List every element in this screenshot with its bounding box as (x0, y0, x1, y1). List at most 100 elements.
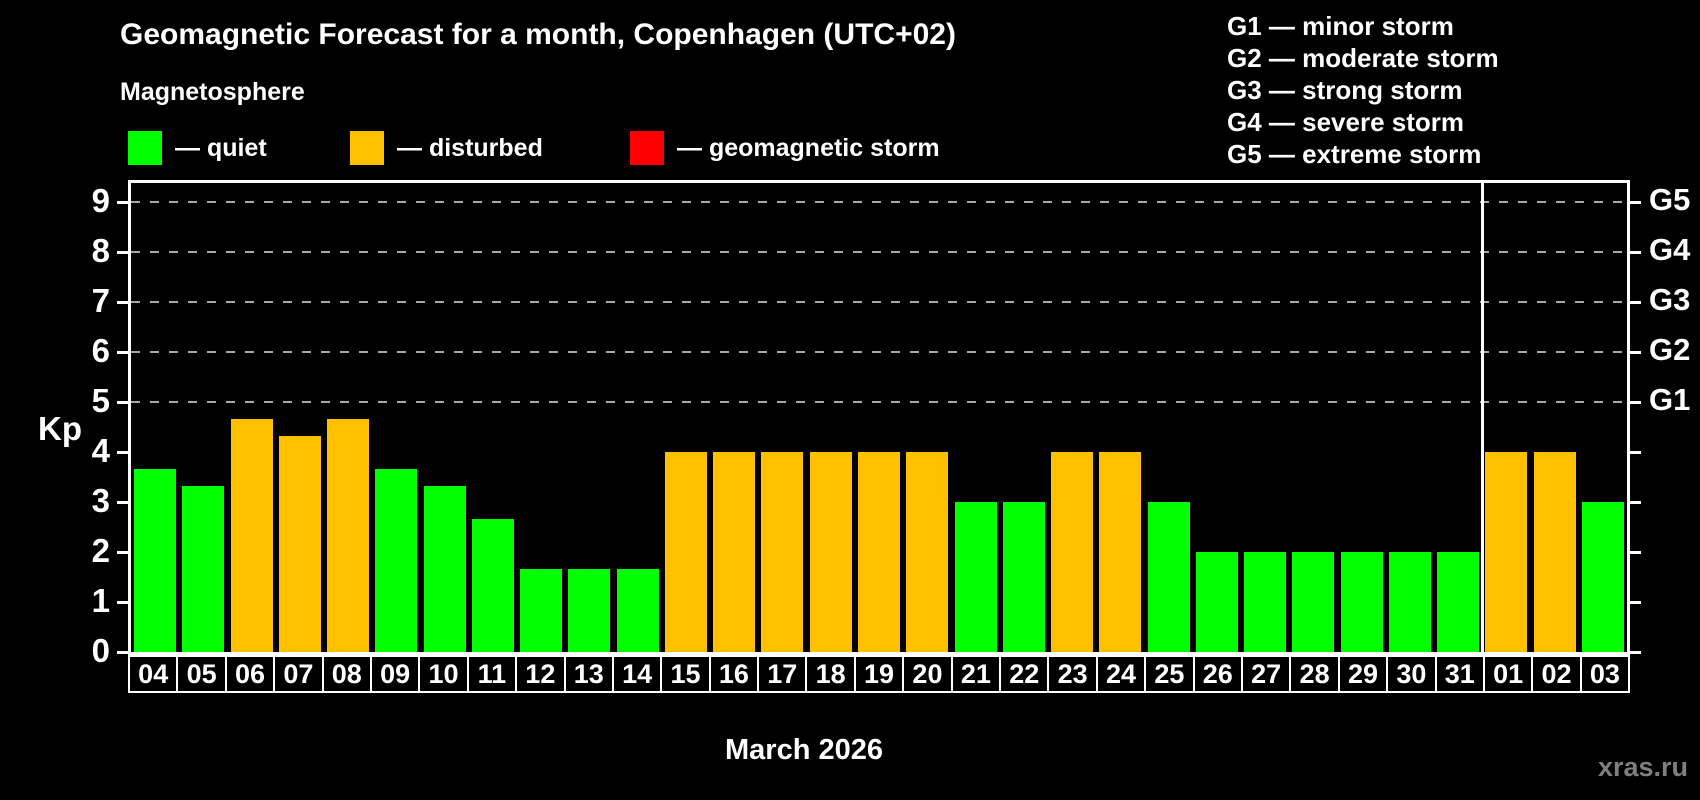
day-cell-10: 10 (418, 655, 469, 693)
y-axis-tick-left-8 (117, 250, 131, 254)
day-cell-31: 31 (1434, 655, 1485, 693)
bar-day-20 (906, 452, 949, 652)
bar-day-07 (278, 435, 321, 652)
bar-day-22 (1002, 502, 1045, 652)
bar-day-13 (568, 568, 611, 652)
right-axis-label-g5: G5 (1649, 182, 1691, 217)
legend-label-storm: — geomagnetic storm (677, 133, 940, 162)
y-axis-tick-label-6: 6 (91, 332, 110, 369)
month-separator-line (1480, 183, 1484, 652)
y-axis-tick-left-9 (117, 200, 131, 204)
bar-day-12 (520, 568, 563, 652)
y-axis-tick-left-5 (117, 400, 131, 404)
y-axis-tick-label-5: 5 (91, 382, 110, 419)
y-axis-tick-left-7 (117, 300, 131, 304)
bar-day-10 (423, 485, 466, 652)
y-axis-tick-label-9: 9 (91, 182, 110, 219)
day-cell-03: 03 (1579, 655, 1631, 693)
g-legend-line-4: G4 — severe storm (1227, 107, 1465, 137)
g-legend-line-5: G5 — extreme storm (1227, 139, 1482, 169)
watermark: xras.ru (1597, 752, 1688, 782)
bar-day-25 (1147, 502, 1190, 652)
day-cell-06: 06 (224, 655, 276, 693)
bar-day-21 (954, 502, 997, 652)
y-axis-tick-label-1: 1 (91, 582, 110, 619)
bar-day-02 (1533, 452, 1576, 652)
gridline-kp-7 (131, 301, 1627, 303)
g-legend-line-2: G2 — moderate storm (1227, 43, 1499, 73)
day-cell-20: 20 (902, 655, 953, 693)
day-cell-02: 02 (1531, 655, 1582, 693)
right-axis-tick-5 (1627, 400, 1641, 404)
day-cell-04: 04 (128, 655, 179, 693)
right-axis-tick-3 (1627, 500, 1641, 504)
bar-day-15 (664, 452, 707, 652)
right-axis-tick-8 (1627, 250, 1641, 254)
right-axis-label-g2: G2 (1649, 332, 1691, 367)
right-axis-tick-6 (1627, 350, 1641, 354)
legend-item-disturbed: — disturbed (350, 130, 543, 166)
bar-day-23 (1051, 452, 1094, 652)
day-cell-19: 19 (853, 655, 905, 693)
day-cell-27: 27 (1240, 655, 1292, 693)
bar-day-17 (761, 452, 804, 652)
y-axis-tick-label-3: 3 (91, 482, 110, 519)
y-axis-tick-left-2 (117, 550, 131, 554)
y-axis-tick-left-4 (117, 450, 131, 454)
right-axis-tick-1 (1627, 600, 1641, 604)
right-axis-tick-4 (1627, 450, 1641, 454)
legend-label-disturbed: — disturbed (397, 133, 543, 162)
bar-day-27 (1244, 552, 1287, 652)
bar-day-30 (1388, 552, 1431, 652)
day-cell-24: 24 (1095, 655, 1147, 693)
legend-item-storm: — geomagnetic storm (630, 130, 940, 166)
bar-day-08 (327, 418, 370, 652)
y-axis-tick-label-7: 7 (91, 282, 110, 319)
day-cell-22: 22 (999, 655, 1050, 693)
bar-day-09 (375, 468, 418, 652)
plot-area (128, 180, 1630, 655)
y-axis-tick-label-2: 2 (91, 532, 110, 569)
bar-day-16 (713, 452, 756, 652)
x-axis-day-labels: 04 05 06 07 08 09 10 11 12 13 14 15 16 17 18 19 20 21 22 23… (128, 655, 1631, 693)
bar-day-06 (230, 418, 273, 652)
right-axis-tick-9 (1627, 200, 1641, 204)
bar-day-01 (1485, 452, 1528, 652)
gridline-kp-9 (131, 201, 1627, 203)
day-cell-21: 21 (950, 655, 1002, 693)
legend-swatch-storm (630, 131, 664, 165)
day-cell-12: 12 (515, 655, 566, 693)
bar-day-29 (1340, 552, 1383, 652)
bar-day-28 (1292, 552, 1335, 652)
bar-day-14 (616, 568, 659, 652)
gridline-kp-5 (131, 401, 1627, 403)
chart-title: Geomagnetic Forecast for a month, Copenh… (120, 18, 956, 51)
bar-day-18 (809, 452, 852, 652)
legend-item-quiet: — quiet (128, 130, 267, 166)
day-cell-14: 14 (611, 655, 663, 693)
right-axis-tick-7 (1627, 300, 1641, 304)
gridline-kp-8 (131, 251, 1627, 253)
g-scale-legend: G1 — minor storm G2 — moderate storm G3 — … (1227, 10, 1499, 170)
day-cell-30: 30 (1386, 655, 1437, 693)
y-axis-tick-left-3 (117, 500, 131, 504)
day-cell-28: 28 (1289, 655, 1340, 693)
bar-day-24 (1099, 452, 1142, 652)
month-label: March 2026 (725, 734, 883, 766)
legend-label-quiet: — quiet (175, 133, 267, 162)
right-axis-label-g1: G1 (1649, 382, 1691, 417)
y-axis-tick-label-8: 8 (91, 232, 110, 269)
y-axis-tick-left-6 (117, 350, 131, 354)
day-cell-13: 13 (563, 655, 614, 693)
day-cell-15: 15 (660, 655, 711, 693)
y-axis-tick-label-0: 0 (91, 632, 110, 669)
y-axis-tick-left-1 (117, 600, 131, 604)
bar-day-11 (471, 518, 514, 652)
day-cell-18: 18 (805, 655, 856, 693)
day-cell-26: 26 (1192, 655, 1243, 693)
chart-subtitle: Magnetosphere (120, 78, 305, 106)
day-cell-07: 07 (273, 655, 324, 693)
bar-day-31 (1437, 552, 1480, 652)
y-axis-label: Kp (38, 410, 82, 447)
